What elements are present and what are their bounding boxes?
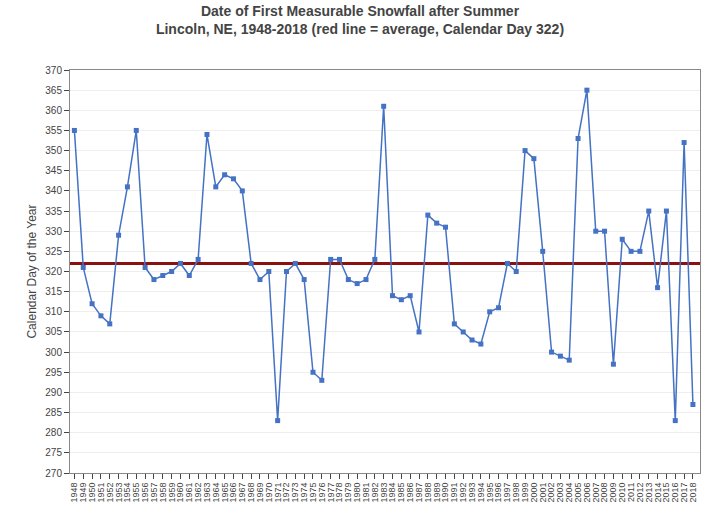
svg-text:1965: 1965 xyxy=(220,483,230,503)
svg-text:2000: 2000 xyxy=(529,483,539,503)
svg-text:1952: 1952 xyxy=(105,483,115,503)
svg-text:1968: 1968 xyxy=(246,483,256,503)
svg-text:1948: 1948 xyxy=(69,483,79,503)
svg-text:1988: 1988 xyxy=(423,483,433,503)
svg-text:2018: 2018 xyxy=(688,483,698,503)
svg-text:1975: 1975 xyxy=(308,483,318,503)
svg-text:1980: 1980 xyxy=(352,483,362,503)
svg-text:1958: 1958 xyxy=(158,483,168,503)
svg-text:290: 290 xyxy=(45,387,62,398)
svg-text:355: 355 xyxy=(45,125,62,136)
svg-text:1966: 1966 xyxy=(228,483,238,503)
svg-text:1997: 1997 xyxy=(502,483,512,503)
svg-text:1986: 1986 xyxy=(405,483,415,503)
svg-text:280: 280 xyxy=(45,427,62,438)
svg-text:310: 310 xyxy=(45,306,62,317)
svg-text:365: 365 xyxy=(45,85,62,96)
svg-text:Calendar Day of the Year: Calendar Day of the Year xyxy=(25,204,39,338)
svg-text:1949: 1949 xyxy=(78,483,88,503)
svg-text:1996: 1996 xyxy=(493,483,503,503)
svg-text:2010: 2010 xyxy=(617,483,627,503)
svg-text:2002: 2002 xyxy=(546,483,556,503)
svg-text:1981: 1981 xyxy=(361,483,371,503)
svg-text:1962: 1962 xyxy=(193,483,203,503)
svg-text:1963: 1963 xyxy=(202,483,212,503)
svg-text:2004: 2004 xyxy=(564,483,574,503)
svg-text:350: 350 xyxy=(45,145,62,156)
svg-text:360: 360 xyxy=(45,105,62,116)
svg-text:275: 275 xyxy=(45,447,62,458)
svg-text:1957: 1957 xyxy=(149,483,159,503)
svg-text:1971: 1971 xyxy=(273,483,283,503)
svg-text:1970: 1970 xyxy=(264,483,274,503)
svg-text:285: 285 xyxy=(45,407,62,418)
svg-text:1956: 1956 xyxy=(140,483,150,503)
svg-text:300: 300 xyxy=(45,347,62,358)
svg-text:1973: 1973 xyxy=(290,483,300,503)
svg-text:1964: 1964 xyxy=(211,483,221,503)
svg-text:1989: 1989 xyxy=(432,483,442,503)
svg-text:2012: 2012 xyxy=(635,483,645,503)
svg-text:305: 305 xyxy=(45,326,62,337)
svg-text:315: 315 xyxy=(45,286,62,297)
svg-text:1976: 1976 xyxy=(317,483,327,503)
svg-text:1977: 1977 xyxy=(326,483,336,503)
svg-text:1972: 1972 xyxy=(281,483,291,503)
svg-text:2008: 2008 xyxy=(599,483,609,503)
svg-text:2013: 2013 xyxy=(644,483,654,503)
svg-text:1969: 1969 xyxy=(255,483,265,503)
svg-text:1993: 1993 xyxy=(467,483,477,503)
svg-text:1951: 1951 xyxy=(96,483,106,503)
svg-text:1987: 1987 xyxy=(414,483,424,503)
svg-text:2014: 2014 xyxy=(653,483,663,503)
svg-text:1979: 1979 xyxy=(343,483,353,503)
svg-text:320: 320 xyxy=(45,266,62,277)
svg-text:2003: 2003 xyxy=(555,483,565,503)
svg-text:2007: 2007 xyxy=(591,483,601,503)
svg-text:270: 270 xyxy=(45,468,62,479)
svg-text:2001: 2001 xyxy=(538,483,548,503)
svg-text:1961: 1961 xyxy=(184,483,194,503)
svg-text:2015: 2015 xyxy=(661,483,671,503)
svg-text:1950: 1950 xyxy=(87,483,97,503)
svg-text:2009: 2009 xyxy=(608,483,618,503)
svg-text:1985: 1985 xyxy=(396,483,406,503)
svg-text:1991: 1991 xyxy=(449,483,459,503)
svg-text:1983: 1983 xyxy=(379,483,389,503)
svg-text:Date of First Measurable Snowf: Date of First Measurable Snowfall after … xyxy=(156,3,564,37)
svg-text:2017: 2017 xyxy=(679,483,689,503)
svg-text:370: 370 xyxy=(45,65,62,76)
svg-text:1984: 1984 xyxy=(387,483,397,503)
svg-text:340: 340 xyxy=(45,185,62,196)
svg-text:1955: 1955 xyxy=(131,483,141,503)
svg-text:1995: 1995 xyxy=(485,483,495,503)
svg-text:335: 335 xyxy=(45,206,62,217)
svg-text:2006: 2006 xyxy=(582,483,592,503)
svg-text:345: 345 xyxy=(45,165,62,176)
svg-text:1960: 1960 xyxy=(175,483,185,503)
svg-text:295: 295 xyxy=(45,367,62,378)
svg-text:1994: 1994 xyxy=(476,483,486,503)
svg-text:1954: 1954 xyxy=(122,483,132,503)
svg-text:1992: 1992 xyxy=(458,483,468,503)
svg-text:2005: 2005 xyxy=(573,483,583,503)
svg-text:1953: 1953 xyxy=(114,483,124,503)
svg-text:1998: 1998 xyxy=(511,483,521,503)
svg-text:1978: 1978 xyxy=(334,483,344,503)
svg-text:1959: 1959 xyxy=(167,483,177,503)
svg-text:2011: 2011 xyxy=(626,483,636,502)
svg-text:325: 325 xyxy=(45,246,62,257)
svg-text:330: 330 xyxy=(45,226,62,237)
svg-text:1990: 1990 xyxy=(440,483,450,503)
svg-text:1974: 1974 xyxy=(299,483,309,503)
svg-text:1982: 1982 xyxy=(370,483,380,503)
svg-text:1999: 1999 xyxy=(520,483,530,503)
svg-text:2016: 2016 xyxy=(670,483,680,503)
svg-text:1967: 1967 xyxy=(237,483,247,503)
